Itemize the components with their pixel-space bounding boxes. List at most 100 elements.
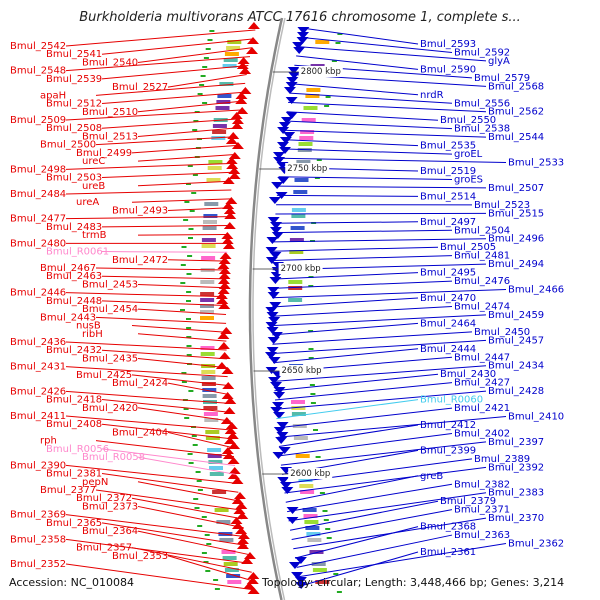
forward-gene-arrow — [221, 367, 234, 374]
right-gene-label: Bmul_2495 — [420, 268, 476, 279]
forward-gene-arrow — [217, 287, 230, 294]
reverse-gene-arrow — [281, 487, 294, 494]
gc-tick — [203, 57, 209, 59]
right-gene-label: Bmul_2476 — [454, 276, 510, 287]
cog-block — [298, 142, 313, 146]
right-gene-label: Bmul_2362 — [508, 539, 564, 550]
forward-gene-arrow — [222, 452, 235, 459]
right-leader-line — [277, 416, 507, 438]
cog-block — [214, 508, 229, 512]
gc-tick — [181, 381, 187, 383]
left-gene-label: Bmul_2484 — [10, 189, 66, 200]
reverse-gene-arrow — [268, 317, 281, 324]
gc-tick — [310, 393, 316, 395]
right-leader-line — [301, 27, 419, 45]
forward-gene-arrow — [218, 352, 231, 359]
cog-block — [293, 436, 308, 440]
reverse-gene-arrow — [272, 402, 285, 409]
cog-block — [221, 550, 236, 554]
reverse-gene-arrow — [285, 97, 298, 104]
left-leader-line — [101, 38, 254, 55]
cog-block — [311, 562, 326, 566]
gc-tick — [308, 348, 314, 350]
right-leader-line — [274, 221, 419, 224]
left-gene-label: Bmul_2508 — [46, 123, 102, 134]
cog-block — [203, 406, 218, 410]
right-leader-line — [274, 373, 439, 392]
right-gene-label: Bmul_2379 — [440, 496, 496, 507]
kbp-label: 2700 kbp — [281, 264, 321, 274]
forward-gene-arrow — [227, 472, 240, 479]
cog-block — [202, 388, 217, 392]
reverse-gene-arrow — [266, 347, 279, 354]
left-gene-label: Bmul_R0056 — [46, 444, 109, 455]
cog-block — [223, 58, 238, 62]
left-leader-line — [137, 407, 231, 422]
left-leader-line — [137, 283, 227, 289]
reverse-gene-arrow — [272, 152, 285, 159]
right-leader-line — [272, 314, 487, 327]
cog-block — [201, 256, 216, 260]
left-gene-label: Bmul_2373 — [82, 501, 138, 512]
right-gene-label: Bmul_2592 — [454, 47, 510, 58]
right-gene-label: Bmul_2383 — [488, 488, 544, 499]
forward-gene-arrow — [231, 477, 244, 484]
cog-block — [219, 82, 234, 86]
left-gene-label: Bmul_2510 — [82, 107, 138, 118]
gc-tick — [325, 96, 331, 98]
reverse-gene-arrow — [267, 337, 280, 344]
forward-gene-arrow — [216, 297, 229, 304]
left-leader-line — [131, 325, 227, 333]
right-gene-label: Bmul_2371 — [454, 505, 510, 516]
reverse-gene-arrow — [292, 42, 305, 49]
reverse-gene-arrow — [280, 117, 293, 124]
forward-gene-arrow — [217, 262, 230, 269]
left-gene-label: Bmul_2420 — [82, 403, 138, 414]
left-leader-line — [95, 489, 241, 511]
left-gene-label: Bmul_2539 — [46, 74, 102, 85]
left-leader-line — [137, 127, 239, 137]
right-leader-line — [275, 212, 487, 215]
cog-block — [203, 220, 217, 224]
gc-tick — [315, 456, 321, 458]
gc-tick — [336, 591, 342, 593]
kbp-label: 2600 kbp — [290, 469, 330, 479]
forward-gene-arrow — [225, 157, 238, 164]
gc-tick — [207, 39, 213, 41]
left-gene-label: nusB — [76, 321, 101, 332]
forward-gene-arrow — [230, 517, 243, 524]
cog-block — [303, 514, 318, 518]
right-leader-line — [296, 534, 453, 568]
backbone-outer-line — [248, 17, 284, 600]
right-gene-label: Bmul_2533 — [508, 158, 564, 169]
gc-tick — [191, 192, 197, 194]
right-leader-line — [299, 36, 453, 53]
forward-gene-arrow — [220, 327, 233, 334]
right-leader-line — [277, 407, 453, 429]
reverse-gene-arrow — [283, 132, 296, 139]
right-leader-line — [291, 83, 419, 96]
left-gene-label: Bmul_2443 — [40, 312, 96, 323]
cog-block — [227, 40, 242, 44]
right-gene-label: Bmul_2382 — [454, 479, 510, 490]
forward-gene-arrow — [225, 197, 238, 204]
left-leader-line — [101, 251, 228, 253]
right-leader-line — [289, 92, 453, 104]
forward-gene-arrow — [230, 112, 243, 119]
forward-gene-arrow — [225, 422, 238, 429]
kbp-label-bg — [279, 365, 324, 376]
reverse-gene-arrow — [272, 452, 285, 459]
left-leader-line — [137, 456, 237, 475]
reverse-gene-arrow — [269, 227, 282, 234]
cog-block — [223, 562, 238, 566]
left-leader-line — [167, 431, 234, 449]
left-gene-label: Bmul_2463 — [46, 271, 102, 282]
gc-tick — [197, 525, 203, 527]
gc-tick — [319, 492, 325, 494]
left-leader-line — [167, 259, 227, 262]
gc-tick — [199, 84, 205, 86]
left-gene-label: Bmul_2381 — [46, 469, 102, 480]
gc-tick — [186, 183, 191, 185]
cog-block — [205, 436, 220, 440]
